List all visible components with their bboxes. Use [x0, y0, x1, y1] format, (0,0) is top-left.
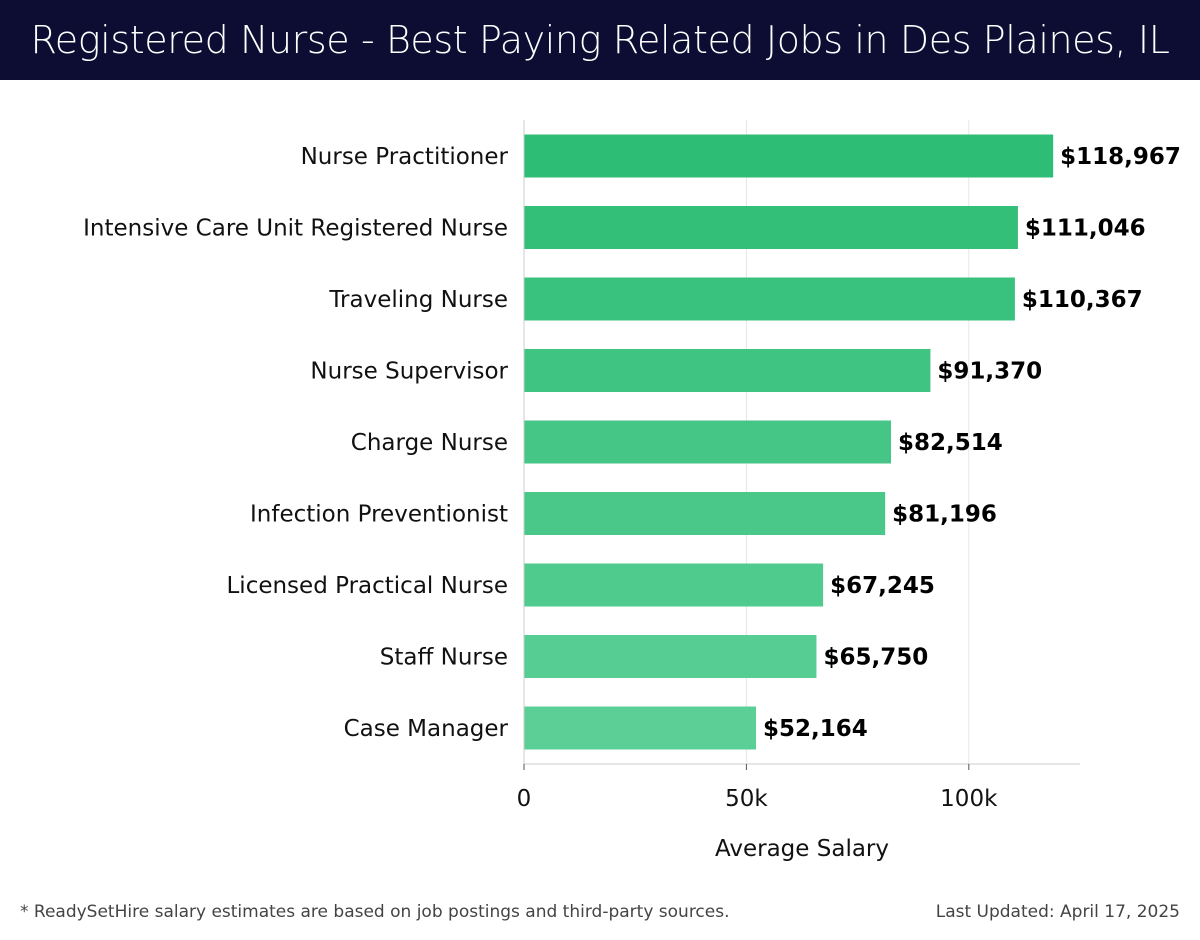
bar [524, 706, 757, 750]
data-label: $65,750 [823, 645, 928, 671]
bar [524, 563, 824, 607]
data-label: $118,967 [1060, 144, 1181, 170]
category-label: Nurse Practitioner [301, 144, 509, 170]
x-tick-label: 0 [517, 786, 532, 812]
bar [524, 206, 1018, 249]
data-label: $52,164 [763, 716, 868, 742]
footnote: * ReadySetHire salary estimates are base… [20, 902, 730, 922]
category-label: Infection Preventionist [250, 502, 508, 528]
data-label: $91,370 [937, 359, 1042, 385]
bar-chart: Nurse Practitioner $118,967 Intensive Care… [83, 120, 1181, 862]
category-label: Staff Nurse [380, 645, 508, 671]
category-label: Charge Nurse [351, 430, 508, 456]
data-label: $111,046 [1025, 216, 1146, 242]
data-label: $82,514 [898, 430, 1003, 456]
bar [524, 492, 886, 535]
labels: Nurse Practitioner $118,967 Intensive Care… [83, 144, 1181, 862]
category-label: Case Manager [344, 716, 509, 742]
bar [524, 277, 1015, 321]
data-label: $81,196 [892, 502, 997, 528]
bar [524, 134, 1054, 178]
chart-title: Registered Nurse - Best Paying Related J… [30, 18, 1170, 62]
category-label: Licensed Practical Nurse [226, 573, 508, 599]
data-label: $110,367 [1022, 287, 1143, 313]
x-axis-title: Average Salary [715, 836, 889, 862]
axes [523, 120, 1080, 770]
header-banner: Registered Nurse - Best Paying Related J… [0, 0, 1200, 80]
category-label: Nurse Supervisor [310, 359, 508, 385]
category-label: Traveling Nurse [328, 287, 508, 313]
last-updated: Last Updated: April 17, 2025 [935, 902, 1180, 922]
bar [524, 420, 892, 464]
category-label: Intensive Care Unit Registered Nurse [83, 216, 508, 242]
bar [524, 635, 817, 678]
x-tick-label: 50k [725, 786, 768, 812]
bar [524, 349, 931, 392]
bars [524, 134, 1054, 750]
x-tick-label: 100k [940, 786, 998, 812]
data-label: $67,245 [830, 573, 935, 599]
footer: * ReadySetHire salary estimates are base… [0, 898, 1200, 928]
